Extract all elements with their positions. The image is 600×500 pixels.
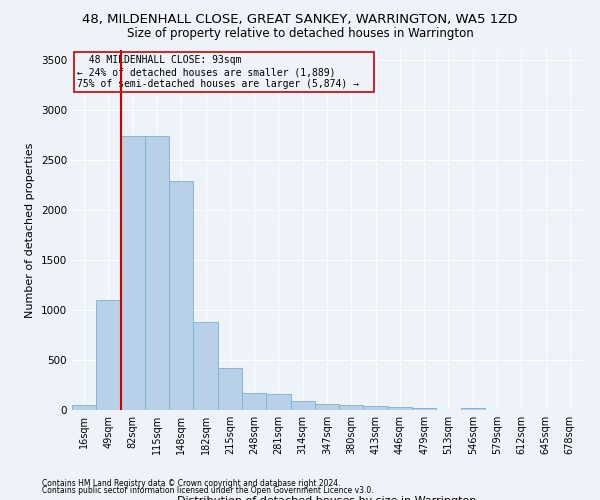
Y-axis label: Number of detached properties: Number of detached properties	[25, 142, 35, 318]
Bar	[72, 404, 96, 410]
Bar	[121, 136, 145, 410]
Bar	[339, 404, 364, 410]
Text: 48, MILDENHALL CLOSE, GREAT SANKEY, WARRINGTON, WA5 1ZD: 48, MILDENHALL CLOSE, GREAT SANKEY, WARR…	[82, 12, 518, 26]
Text: 48 MILDENHALL CLOSE: 93sqm
← 24% of detached houses are smaller (1,889)
75% of s: 48 MILDENHALL CLOSE: 93sqm ← 24% of deta…	[77, 56, 371, 88]
Bar	[290, 401, 315, 410]
Bar	[388, 407, 412, 410]
Bar	[193, 322, 218, 410]
Bar	[461, 408, 485, 410]
Text: Contains HM Land Registry data © Crown copyright and database right 2024.: Contains HM Land Registry data © Crown c…	[42, 478, 341, 488]
Bar	[96, 300, 121, 410]
Bar	[364, 406, 388, 410]
Bar	[266, 394, 290, 410]
Bar	[412, 408, 436, 410]
Bar	[242, 393, 266, 410]
Bar	[145, 136, 169, 410]
Bar	[169, 181, 193, 410]
X-axis label: Distribution of detached houses by size in Warrington: Distribution of detached houses by size …	[178, 496, 476, 500]
Text: Contains public sector information licensed under the Open Government Licence v3: Contains public sector information licen…	[42, 486, 374, 495]
Text: Size of property relative to detached houses in Warrington: Size of property relative to detached ho…	[127, 28, 473, 40]
Bar	[218, 368, 242, 410]
Bar	[315, 404, 339, 410]
